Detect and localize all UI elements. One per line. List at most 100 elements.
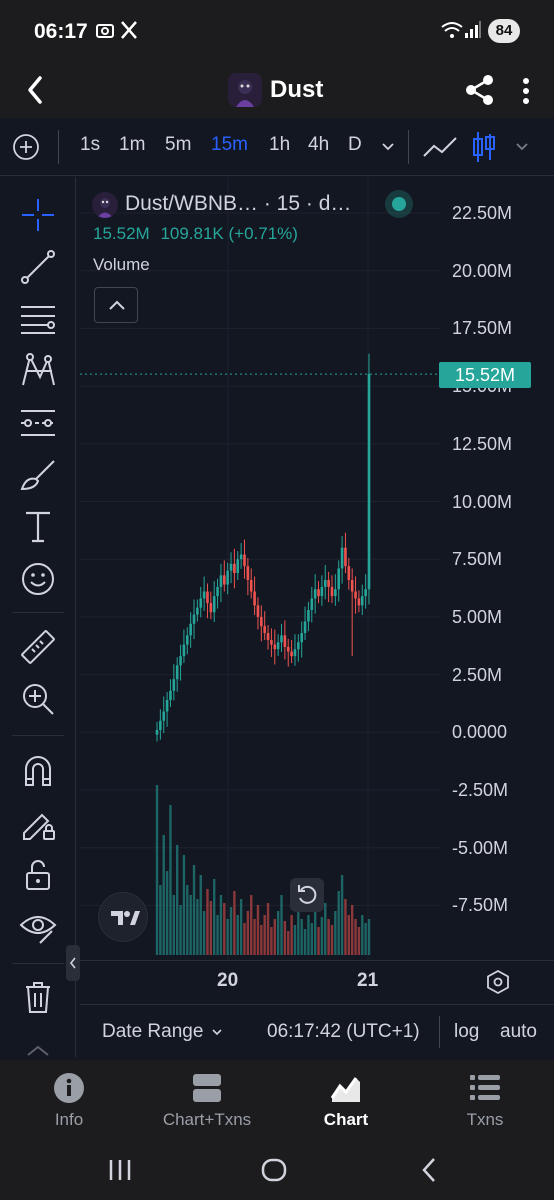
fib-retracement-tool[interactable] xyxy=(18,299,58,339)
price-chart[interactable] xyxy=(80,177,554,1003)
candle-body xyxy=(367,374,371,590)
scroll-up-indicator[interactable] xyxy=(18,1037,58,1057)
chevron-left-icon xyxy=(69,957,76,969)
nav-label: Info xyxy=(54,1110,84,1129)
log-scale-toggle[interactable]: log xyxy=(454,1021,480,1042)
timeframe-1s[interactable]: 1s xyxy=(80,134,101,155)
signal-icon xyxy=(464,20,482,46)
crosshair-tool[interactable] xyxy=(18,195,58,235)
trend-line-icon xyxy=(21,250,55,284)
tradingview-logo[interactable] xyxy=(98,892,148,942)
magnet-tool[interactable] xyxy=(18,751,58,791)
legend-values: 15.52M 109.81K (+0.71%) xyxy=(93,224,298,244)
add-indicator-button[interactable] xyxy=(12,133,40,161)
volume-bar xyxy=(347,915,351,955)
volume-bar xyxy=(256,905,260,955)
date-range-button[interactable]: Date Range xyxy=(102,1021,225,1043)
system-navigation-bar xyxy=(0,1140,554,1200)
candle-body xyxy=(354,591,357,599)
auto-scale-toggle[interactable]: auto xyxy=(500,1021,537,1042)
nav-label: Chart+Txns xyxy=(162,1110,252,1129)
candle-body xyxy=(233,563,236,574)
candle-body xyxy=(206,591,209,604)
trend-line-tool[interactable] xyxy=(18,247,58,287)
candle-body xyxy=(320,586,324,597)
home-button[interactable] xyxy=(256,1152,292,1188)
measure-tool[interactable] xyxy=(18,627,58,667)
toolbar-collapse-button[interactable] xyxy=(66,945,80,981)
text-tool[interactable] xyxy=(18,507,58,547)
timeframe-4h[interactable]: 4h xyxy=(308,134,330,155)
volume-bar xyxy=(367,919,371,955)
more-options-button[interactable] xyxy=(514,70,538,110)
candle-chart-type-button[interactable] xyxy=(470,130,498,164)
candle-body xyxy=(340,547,344,569)
symbol-legend-title[interactable]: Dust/WBNB… · 15 · d… xyxy=(125,192,352,215)
volume-bar xyxy=(290,915,293,955)
nav-tab-chart-txns[interactable]: Chart+Txns xyxy=(138,1060,276,1140)
forecast-tool[interactable] xyxy=(18,403,58,443)
candle-body xyxy=(364,589,367,597)
system-back-button[interactable] xyxy=(412,1152,448,1188)
candle-body xyxy=(283,635,287,647)
ruler-icon xyxy=(21,630,55,664)
timeframe-dropdown-button[interactable] xyxy=(378,136,398,156)
plus-circle-icon xyxy=(13,134,39,160)
emoji-tool[interactable] xyxy=(18,559,58,599)
drawing-toolbar xyxy=(0,177,76,1057)
nav-label: Txns xyxy=(466,1110,504,1129)
pattern-tool[interactable] xyxy=(18,351,58,391)
chart-settings-button[interactable] xyxy=(484,968,512,996)
info-icon xyxy=(54,1073,84,1103)
market-status-indicator[interactable] xyxy=(385,190,413,218)
candle-body xyxy=(270,639,273,645)
share-button[interactable] xyxy=(462,70,498,110)
candle-body xyxy=(300,633,303,643)
list-icon xyxy=(470,1075,500,1100)
delete-drawings-tool[interactable] xyxy=(18,977,58,1017)
timeframe-15m[interactable]: 15m xyxy=(211,134,248,155)
volume-bar xyxy=(243,923,246,955)
time-axis[interactable] xyxy=(80,960,554,1004)
volume-bar xyxy=(250,895,253,955)
brush-tool[interactable] xyxy=(18,455,58,495)
chevron-left-icon xyxy=(28,76,42,104)
legend-token-logo-icon xyxy=(92,192,118,218)
recent-apps-button[interactable] xyxy=(102,1152,138,1188)
nav-tab-chart[interactable]: Chart xyxy=(277,1060,415,1140)
info-bar-divider xyxy=(439,1016,440,1048)
volume-bar xyxy=(287,931,290,955)
lock-drawings-tool[interactable] xyxy=(18,803,58,843)
candle-body xyxy=(317,589,320,597)
volume-bar xyxy=(223,903,226,955)
candle-body xyxy=(169,690,172,700)
timeframe-5m[interactable]: 5m xyxy=(165,134,192,155)
chevron-up-icon xyxy=(27,1045,49,1056)
line-chart-type-button[interactable] xyxy=(422,132,458,162)
candle-body xyxy=(293,649,297,657)
volume-bar xyxy=(192,865,196,955)
price-tick-label: 20.00M xyxy=(452,260,513,281)
timeframe-1m[interactable]: 1m xyxy=(119,134,146,155)
candle-body xyxy=(196,607,199,615)
chart-type-dropdown-button[interactable] xyxy=(512,136,532,156)
timeframe-1h[interactable]: 1h xyxy=(269,134,291,155)
unlock-tool[interactable] xyxy=(18,855,58,895)
text-icon xyxy=(26,511,50,543)
legend-collapse-button[interactable] xyxy=(94,287,138,323)
timeframe-1d[interactable]: D xyxy=(348,134,362,155)
nav-tab-txns[interactable]: Txns xyxy=(416,1060,554,1140)
back-button[interactable] xyxy=(18,70,58,110)
tradingview-logo-icon xyxy=(111,911,140,925)
candle-body xyxy=(219,575,223,587)
reset-chart-button[interactable] xyxy=(290,878,324,912)
volume-indicator-label[interactable]: Volume xyxy=(93,255,150,274)
hide-drawings-tool[interactable] xyxy=(18,907,58,947)
nav-tab-info[interactable]: Info xyxy=(0,1060,138,1140)
zoom-tool[interactable] xyxy=(18,679,58,719)
volume-bar xyxy=(324,903,327,955)
timezone-clock[interactable]: 06:17:42 (UTC+1) xyxy=(267,1021,420,1042)
forecast-icon xyxy=(21,410,55,436)
candle-body xyxy=(199,598,203,608)
volume-bar xyxy=(354,919,357,955)
